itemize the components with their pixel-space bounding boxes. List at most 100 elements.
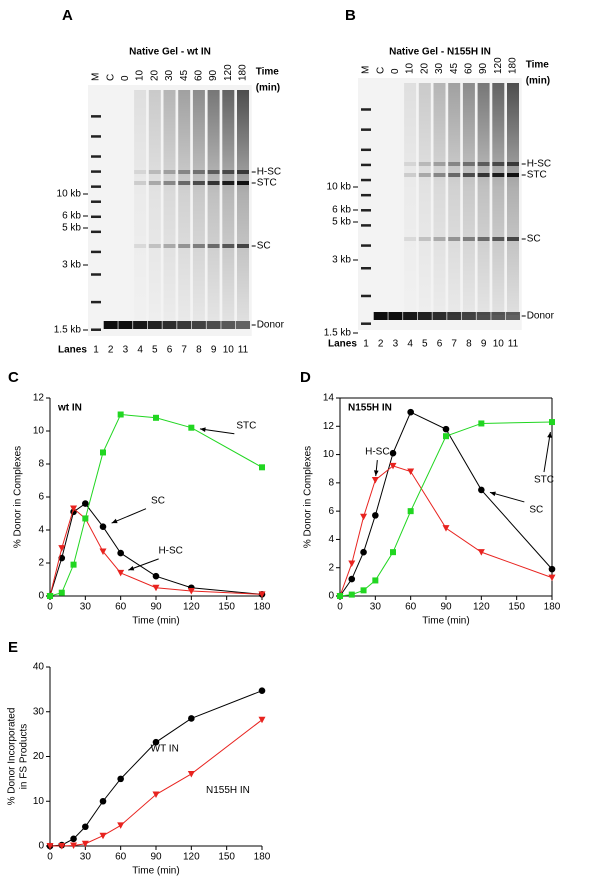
gel-band bbox=[222, 170, 235, 174]
gel-band bbox=[163, 170, 176, 174]
data-point bbox=[549, 419, 555, 426]
gel-band bbox=[477, 237, 490, 241]
data-point bbox=[117, 775, 124, 783]
marker-band bbox=[361, 209, 371, 212]
x-tick-label: 90 bbox=[150, 852, 162, 863]
series-line bbox=[339, 411, 553, 597]
series-label: SC bbox=[529, 505, 543, 516]
data-point bbox=[258, 687, 266, 695]
x-tick-label: 180 bbox=[254, 852, 271, 863]
y-tick-label: 8 bbox=[38, 459, 44, 470]
lane-time-label: 90 bbox=[208, 69, 219, 81]
lane-time-label: 0 bbox=[390, 68, 401, 74]
lane-time-label: M bbox=[91, 73, 102, 81]
gel-band bbox=[148, 170, 161, 174]
annotation-arrow bbox=[199, 428, 235, 435]
gel-band bbox=[222, 244, 235, 248]
gel-band bbox=[448, 237, 461, 241]
lanes-label: Lanes bbox=[58, 345, 87, 356]
data-point bbox=[372, 577, 379, 584]
x-tick-label: 180 bbox=[544, 602, 561, 613]
donor-band bbox=[118, 321, 133, 329]
lane-number: 7 bbox=[181, 345, 187, 356]
lane-smear bbox=[448, 83, 461, 315]
donor-band bbox=[491, 312, 506, 320]
lane-time-label: 30 bbox=[164, 69, 175, 81]
data-point bbox=[58, 589, 65, 596]
donor-band bbox=[177, 321, 192, 329]
donor-band bbox=[403, 312, 418, 320]
lane-number: 2 bbox=[108, 345, 114, 356]
data-point bbox=[187, 770, 195, 778]
lane-number: 11 bbox=[238, 345, 249, 356]
gel-band bbox=[192, 244, 205, 248]
donor-band bbox=[432, 312, 447, 320]
donor-band bbox=[447, 312, 462, 320]
data-point bbox=[389, 449, 397, 457]
marker-band bbox=[361, 163, 371, 167]
gel-band bbox=[237, 244, 249, 248]
arrow-head bbox=[111, 518, 118, 524]
series-line bbox=[50, 719, 263, 847]
arrow-head bbox=[199, 427, 206, 432]
gel-band bbox=[134, 244, 147, 248]
annotation-arrow bbox=[111, 508, 147, 524]
x-tick-label: 120 bbox=[473, 602, 490, 613]
y-tick-label: 6 bbox=[38, 492, 44, 503]
lane-number: 5 bbox=[152, 345, 158, 356]
data-point bbox=[548, 574, 556, 582]
data-point bbox=[442, 425, 450, 433]
gel-band bbox=[207, 244, 220, 248]
data-point bbox=[70, 835, 77, 843]
arrow-head bbox=[547, 432, 552, 438]
x-tick-label: 180 bbox=[254, 602, 271, 613]
series-label: SC bbox=[151, 495, 165, 506]
gel-band bbox=[433, 162, 446, 166]
x-tick-label: 150 bbox=[508, 602, 525, 613]
gel-band bbox=[507, 173, 519, 177]
arrow-head bbox=[128, 565, 135, 571]
x-tick-label: 0 bbox=[47, 852, 53, 863]
lane-time-label: 20 bbox=[149, 69, 160, 81]
gel-band bbox=[492, 162, 505, 166]
data-point bbox=[337, 593, 343, 599]
donor-band bbox=[103, 321, 118, 329]
donor-band bbox=[221, 321, 236, 329]
lane-number: 10 bbox=[493, 339, 505, 350]
data-point bbox=[153, 414, 159, 421]
marker-band bbox=[361, 294, 371, 298]
y-tick-label: 6 bbox=[328, 506, 334, 517]
donor-band bbox=[373, 312, 388, 320]
data-point bbox=[81, 840, 89, 848]
chart-label: N155H IN bbox=[348, 403, 392, 414]
panel-label: B bbox=[345, 7, 356, 24]
marker-band bbox=[361, 108, 371, 111]
data-point bbox=[99, 832, 107, 840]
data-point bbox=[99, 523, 107, 530]
data-point bbox=[82, 823, 89, 831]
data-point bbox=[70, 505, 78, 513]
arrow-head bbox=[489, 491, 496, 497]
y-tick-label: 10 bbox=[33, 796, 45, 807]
data-point bbox=[82, 515, 89, 522]
x-tick-label: 60 bbox=[115, 602, 127, 613]
data-point bbox=[117, 569, 125, 577]
lane-time-label: 120 bbox=[493, 57, 504, 74]
gel-band bbox=[448, 162, 461, 166]
lane-number: 5 bbox=[422, 339, 428, 350]
size-label: 3 kb bbox=[332, 255, 351, 266]
marker-band bbox=[361, 267, 371, 270]
series-label: H-SC bbox=[365, 447, 389, 458]
data-point bbox=[82, 500, 89, 507]
marker-band bbox=[361, 193, 371, 197]
lane-smear bbox=[178, 90, 191, 321]
gel-band bbox=[134, 170, 147, 174]
marker-band bbox=[91, 200, 101, 203]
y-tick-label: 0 bbox=[38, 591, 44, 602]
lane-number: 3 bbox=[123, 345, 129, 356]
data-point bbox=[390, 549, 396, 556]
marker-band bbox=[91, 300, 101, 304]
lanes-label: Lanes bbox=[328, 339, 357, 350]
data-point bbox=[258, 591, 266, 598]
